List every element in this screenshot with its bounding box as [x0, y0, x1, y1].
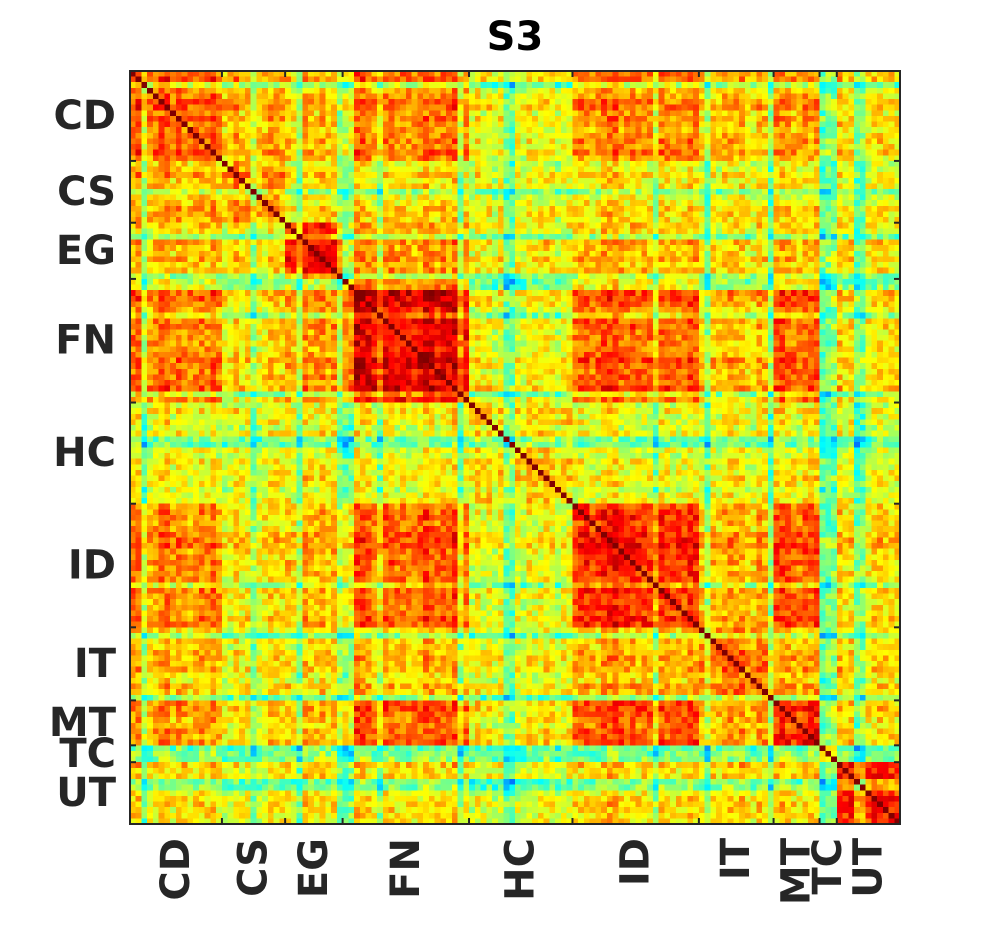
x-tick-label-cs: CS [231, 838, 277, 897]
x-tick-label-cd: CD [153, 838, 199, 901]
x-tick-label-eg: EG [291, 838, 337, 898]
y-tick-label-it: IT [74, 641, 117, 687]
y-tick-label-cs: CS [57, 169, 116, 215]
heatmap-cells [130, 71, 900, 824]
y-tick-label-eg: EG [56, 228, 116, 274]
x-tick-label-it: IT [713, 837, 759, 880]
y-tick-label-hc: HC [53, 430, 116, 476]
x-tick-label-tc: TC [805, 838, 851, 895]
plot-frame [129, 70, 901, 825]
x-tick-label-ut: UT [845, 837, 891, 897]
x-tick-label-mt: MT [774, 837, 820, 905]
y-tick-label-id: ID [68, 543, 116, 589]
y-tick-label-ut: UT [56, 770, 116, 816]
y-tick-label-cd: CD [53, 93, 116, 139]
x-tick-label-id: ID [613, 838, 659, 886]
x-tick-label-fn: FN [383, 838, 429, 899]
y-tick-label-tc: TC [59, 731, 116, 777]
x-tick-label-hc: HC [498, 838, 544, 901]
y-tick-label-fn: FN [55, 318, 116, 364]
y-tick-label-mt: MT [49, 700, 117, 746]
chart-title: S3 [487, 14, 544, 60]
tick-marks [130, 71, 900, 824]
